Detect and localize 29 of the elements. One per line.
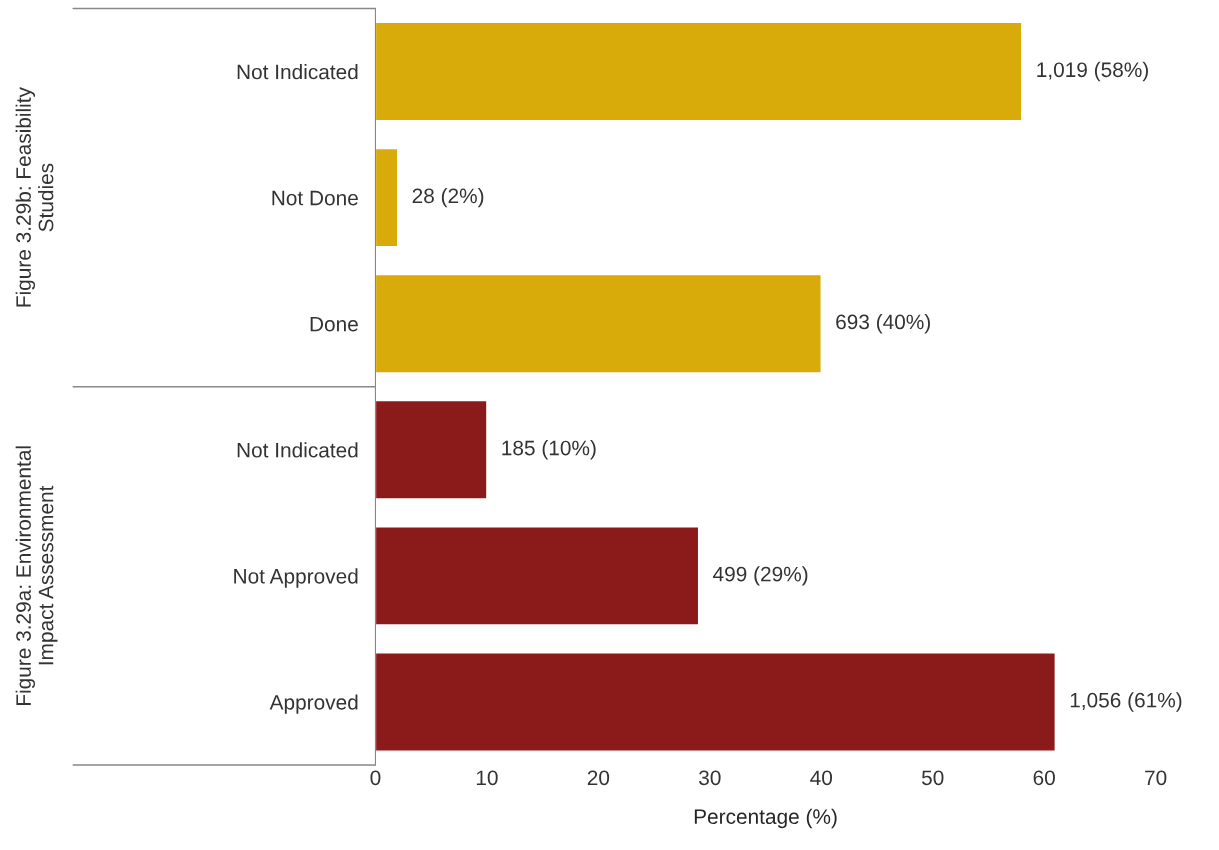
x-axis-title: Percentage (%): [694, 808, 837, 829]
bar: [375, 273, 822, 374]
bar: [375, 21, 1023, 122]
bar: [375, 652, 1057, 752]
x-tick-label: 10: [476, 770, 498, 786]
x-tick-label: 70: [1145, 770, 1167, 786]
data-label: 185 (10%): [502, 440, 596, 460]
y-tick-label: Approved: [269, 694, 358, 714]
y-tick-label: Not Done: [272, 190, 358, 206]
x-tick-label: 50: [921, 770, 944, 786]
data-label: 1,019 (58%): [1037, 61, 1148, 82]
caption: Figure 3.29b: Feasibility Studies: [15, 87, 54, 307]
data-label: 499 (29%): [713, 566, 808, 586]
x-tick-label: 20: [587, 770, 610, 786]
data-label: 693 (40%): [836, 314, 930, 334]
y-tick-label: Not Indicated: [237, 442, 358, 458]
x-tick-label: 30: [699, 770, 721, 786]
data-label: 28 (2%): [412, 187, 484, 208]
y-tick-label: Done: [310, 316, 358, 332]
x-tick-label: 40: [810, 770, 833, 786]
bar: [375, 526, 700, 626]
bar: [375, 147, 399, 248]
x-tick-label: 60: [1033, 770, 1055, 786]
caption: Figure 3.29a: Environmental Impact Assessment: [15, 446, 58, 706]
y-tick-label: Not Approved: [234, 568, 358, 588]
x-tick-label: 0: [370, 770, 381, 786]
y-tick-label: Not Indicated: [237, 63, 358, 80]
bar: [375, 399, 488, 500]
data-label: 1,056 (61%): [1070, 692, 1182, 712]
